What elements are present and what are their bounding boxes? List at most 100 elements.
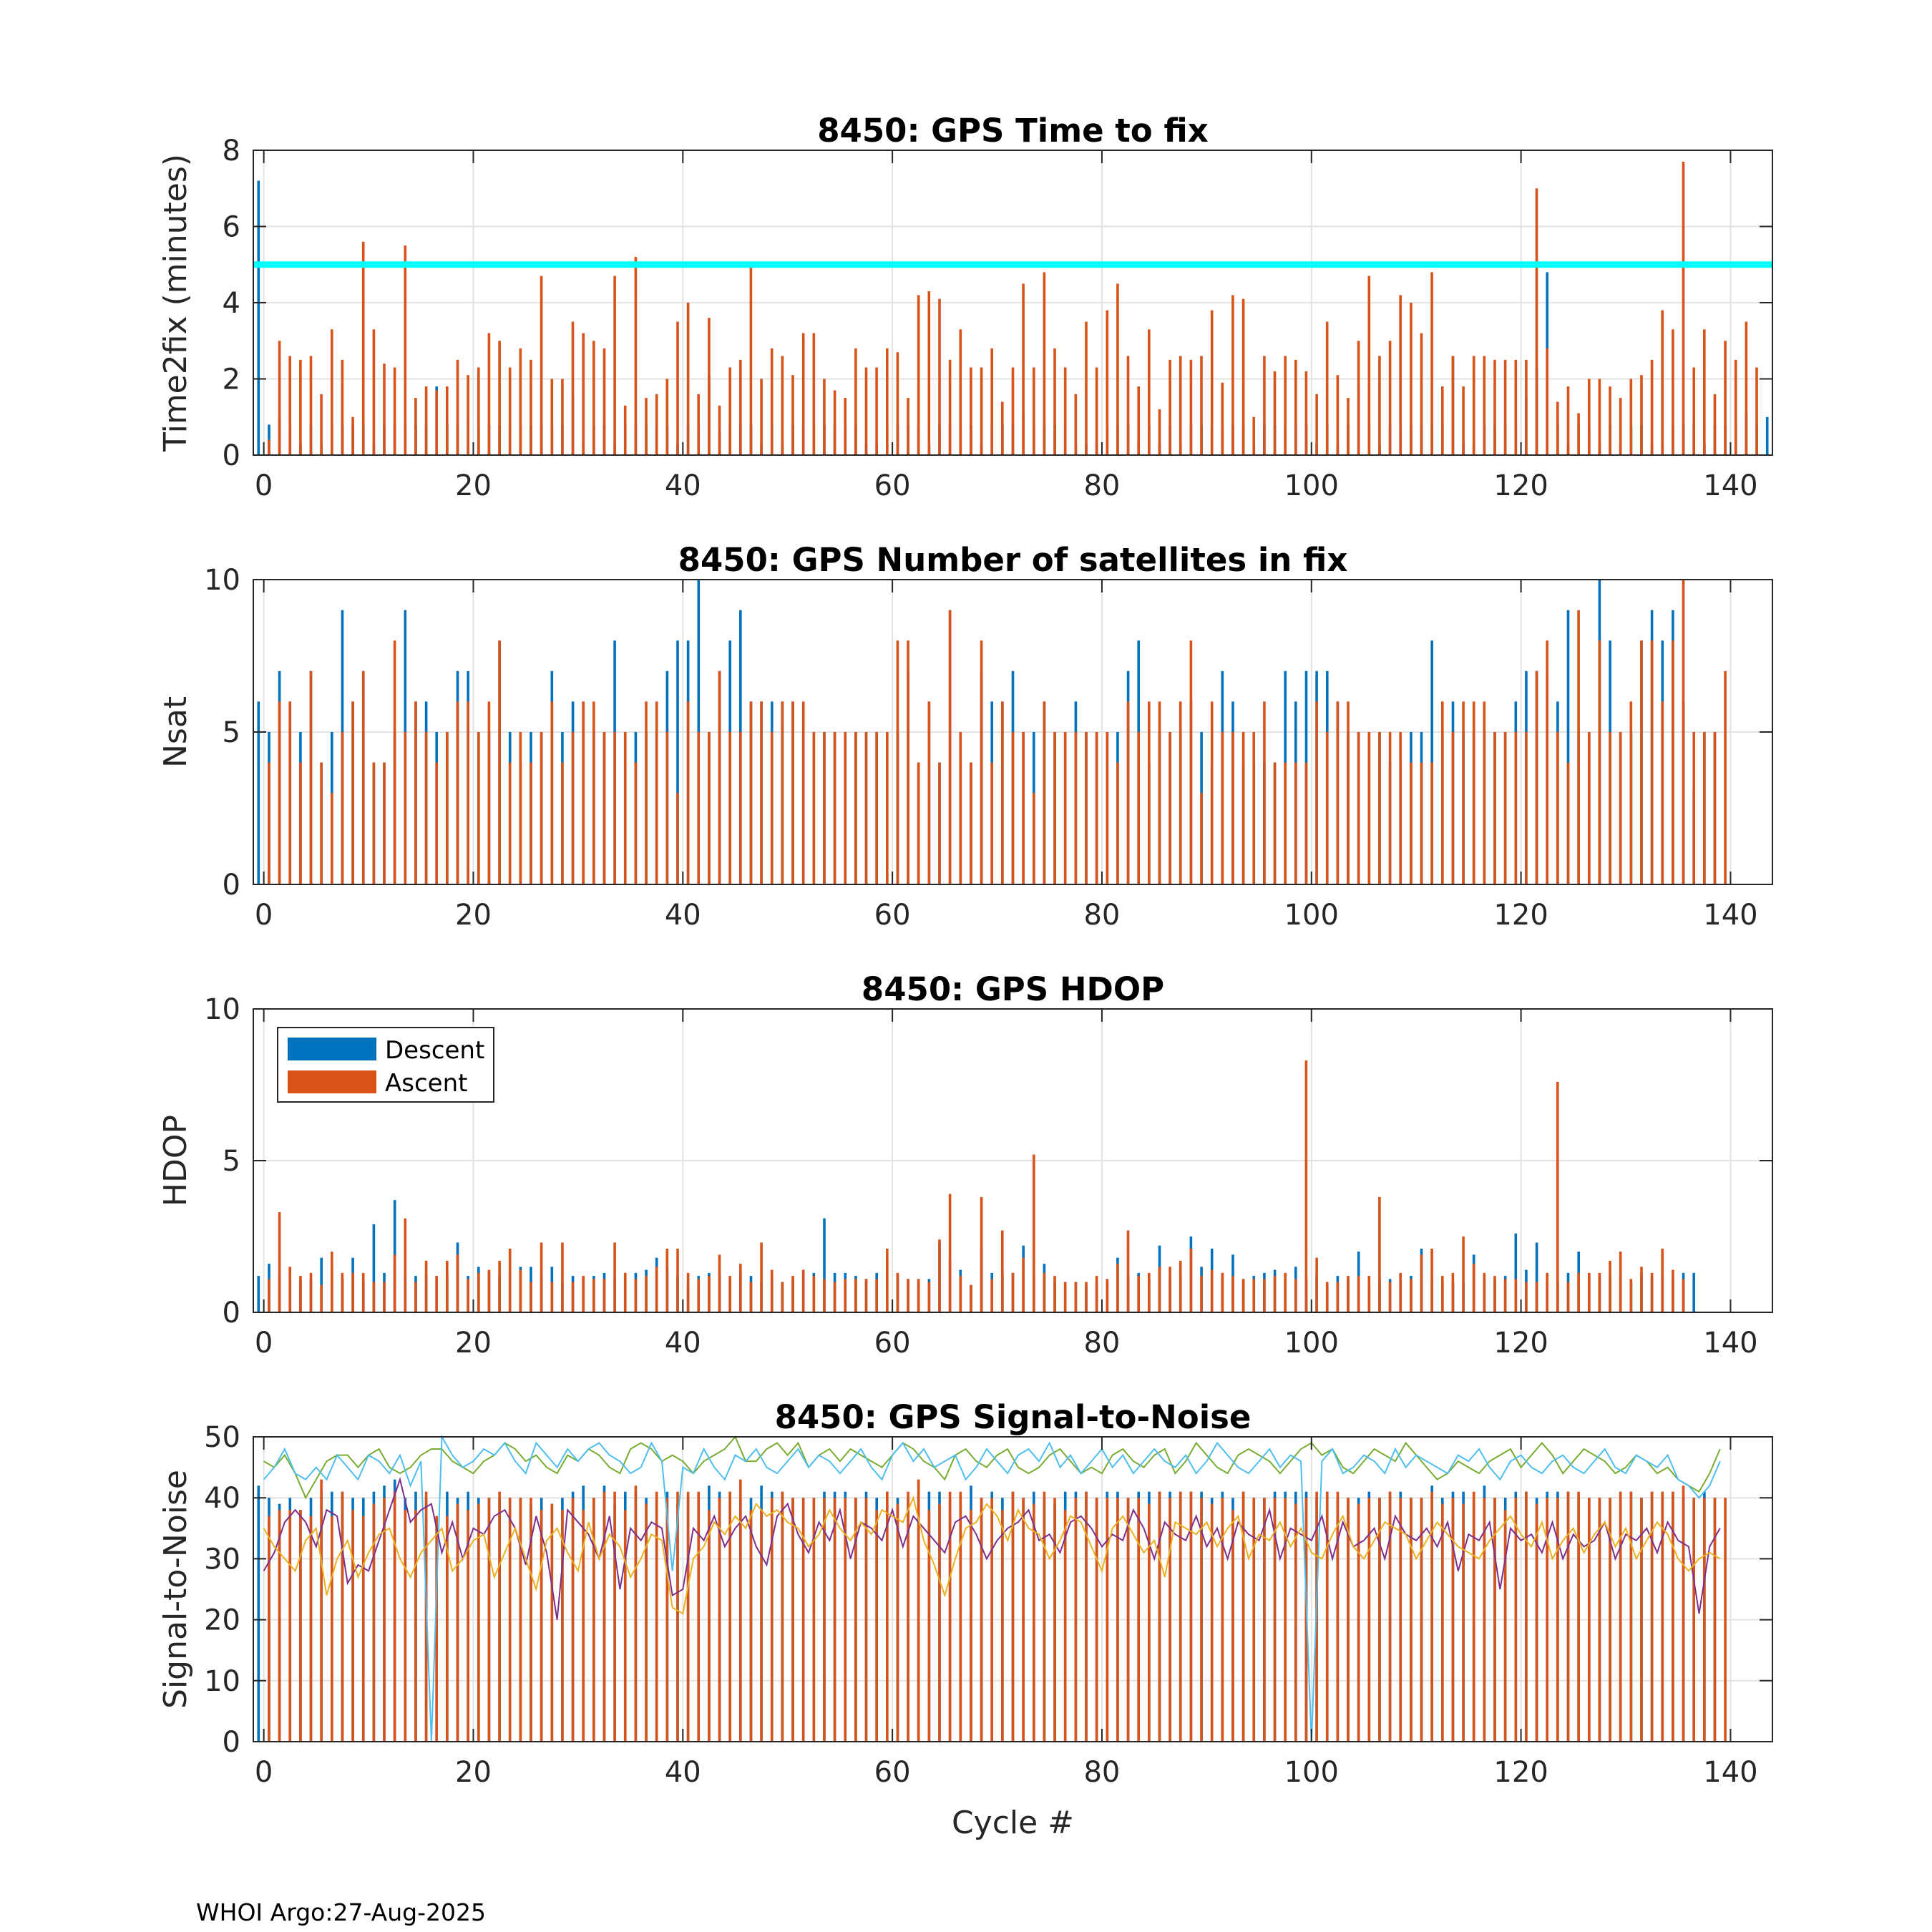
ascent-bar bbox=[1241, 1279, 1245, 1312]
ascent-bar bbox=[1713, 732, 1717, 884]
ascent-bar bbox=[697, 1491, 700, 1742]
ascent-bar bbox=[1011, 732, 1015, 884]
ascent-bar bbox=[1210, 1269, 1214, 1312]
ascent-bar bbox=[1231, 295, 1234, 455]
ascent-bar bbox=[927, 1510, 931, 1742]
ascent-bar bbox=[1169, 359, 1171, 455]
line-lightblue bbox=[263, 1434, 1721, 1742]
ascent-bar bbox=[1033, 1154, 1035, 1312]
ascent-bar bbox=[770, 732, 774, 884]
x-tick-label: 120 bbox=[1493, 469, 1548, 502]
ascent-bar bbox=[1221, 1498, 1224, 1742]
ascent-bar bbox=[1033, 793, 1035, 884]
ascent-bar bbox=[655, 701, 658, 884]
ascent-bar bbox=[341, 359, 344, 455]
ascent-bar bbox=[1252, 1498, 1255, 1742]
ascent-bar bbox=[990, 762, 993, 884]
ascent-bar bbox=[990, 1498, 993, 1742]
ascent-bar bbox=[959, 1276, 962, 1312]
ascent-bar bbox=[1441, 1276, 1444, 1312]
ascent-bar bbox=[1535, 1503, 1538, 1742]
ascent-bar bbox=[331, 1516, 333, 1742]
ascent-bar bbox=[927, 701, 931, 884]
ascent-bar bbox=[791, 1276, 794, 1312]
x-tick-label: 100 bbox=[1284, 1756, 1339, 1789]
ascent-bar bbox=[1378, 732, 1381, 884]
ascent-bar bbox=[623, 1510, 627, 1742]
ascent-bar bbox=[351, 701, 354, 884]
ascent-bar bbox=[1493, 1276, 1496, 1312]
ascent-bar bbox=[708, 1510, 711, 1742]
ascent-bar bbox=[728, 367, 731, 455]
ascent-bar bbox=[623, 732, 627, 884]
ascent-bar bbox=[770, 1498, 774, 1742]
ascent-bar bbox=[1357, 341, 1360, 456]
ascent-bar bbox=[718, 405, 721, 455]
ascent-bar bbox=[351, 1510, 354, 1742]
ascent-bar bbox=[728, 732, 731, 884]
descent-bar bbox=[1566, 610, 1570, 884]
ascent-bar bbox=[477, 367, 480, 455]
ascent-bar bbox=[383, 1498, 386, 1742]
x-tick-label: 100 bbox=[1284, 899, 1339, 932]
ascent-bar bbox=[1546, 1272, 1548, 1312]
ascent-bar bbox=[1053, 1498, 1056, 1742]
ascent-bar bbox=[854, 1279, 857, 1312]
ascent-bar bbox=[372, 1282, 376, 1312]
ascent-bar bbox=[781, 1491, 784, 1742]
ascent-bar bbox=[1682, 1485, 1685, 1742]
axes-box bbox=[253, 1436, 1773, 1742]
ascent-bar bbox=[613, 275, 616, 455]
ascent-bar bbox=[1410, 303, 1413, 455]
ascent-bar bbox=[467, 1279, 469, 1312]
ascent-bar bbox=[1200, 1276, 1203, 1312]
ascent-bar bbox=[1650, 1272, 1654, 1312]
ascent-bar bbox=[1022, 1257, 1025, 1312]
ascent-bar bbox=[676, 321, 679, 455]
ascent-bar bbox=[1556, 401, 1559, 455]
ascent-bar bbox=[1304, 1060, 1308, 1312]
ascent-bar bbox=[414, 701, 417, 884]
ascent-bar bbox=[1294, 1279, 1297, 1312]
ascent-bar bbox=[1357, 1503, 1360, 1742]
ascent-bar bbox=[1650, 1491, 1654, 1742]
x-axis-label: Cycle # bbox=[952, 1805, 1074, 1841]
ascent-bar bbox=[1588, 1498, 1591, 1742]
ascent-bar bbox=[645, 1503, 648, 1742]
ascent-bar bbox=[686, 303, 690, 455]
ascent-bar bbox=[1724, 341, 1727, 456]
ascent-bar bbox=[1169, 1498, 1171, 1742]
ascent-bar bbox=[309, 1516, 313, 1742]
ascent-bar bbox=[864, 367, 868, 455]
ascent-bar bbox=[331, 1252, 333, 1312]
ascent-bar bbox=[1116, 762, 1119, 884]
ascent-bar bbox=[487, 1498, 491, 1742]
ascent-bar bbox=[1148, 701, 1151, 884]
ascent-bar bbox=[1420, 1498, 1423, 1742]
ascent-bar bbox=[1022, 1498, 1025, 1742]
ascent-bar bbox=[1085, 732, 1088, 884]
ascent-bar bbox=[791, 375, 794, 455]
ascent-bar bbox=[309, 356, 313, 455]
ascent-bar bbox=[1399, 1498, 1402, 1742]
y-tick-label: 0 bbox=[223, 439, 240, 472]
ascent-bar bbox=[1546, 640, 1548, 884]
ascent-bar bbox=[1158, 701, 1161, 884]
ascent-bar bbox=[1598, 1272, 1601, 1312]
x-tick-label: 140 bbox=[1703, 469, 1757, 502]
ascent-bar bbox=[1556, 1498, 1559, 1742]
ascent-bar bbox=[1609, 1260, 1611, 1312]
ascent-bar bbox=[341, 1491, 344, 1742]
ascent-bar bbox=[927, 1282, 931, 1312]
legend-label-ascent: Ascent bbox=[385, 1069, 467, 1098]
ascent-bar bbox=[833, 732, 836, 884]
ascent-bar bbox=[561, 379, 564, 455]
ascent-bar bbox=[592, 1279, 595, 1312]
ascent-bar bbox=[1546, 1498, 1548, 1742]
ascent-bar bbox=[341, 732, 344, 884]
ascent-bar bbox=[446, 1260, 449, 1312]
ascent-bar bbox=[823, 732, 826, 884]
ascent-bar bbox=[948, 1194, 952, 1312]
ascent-bar bbox=[749, 1510, 753, 1742]
chart-ttf: 0 20 40 60 80 100 120 140 0 2 4 6 8 8450: GPS Time to… bbox=[157, 112, 1773, 502]
